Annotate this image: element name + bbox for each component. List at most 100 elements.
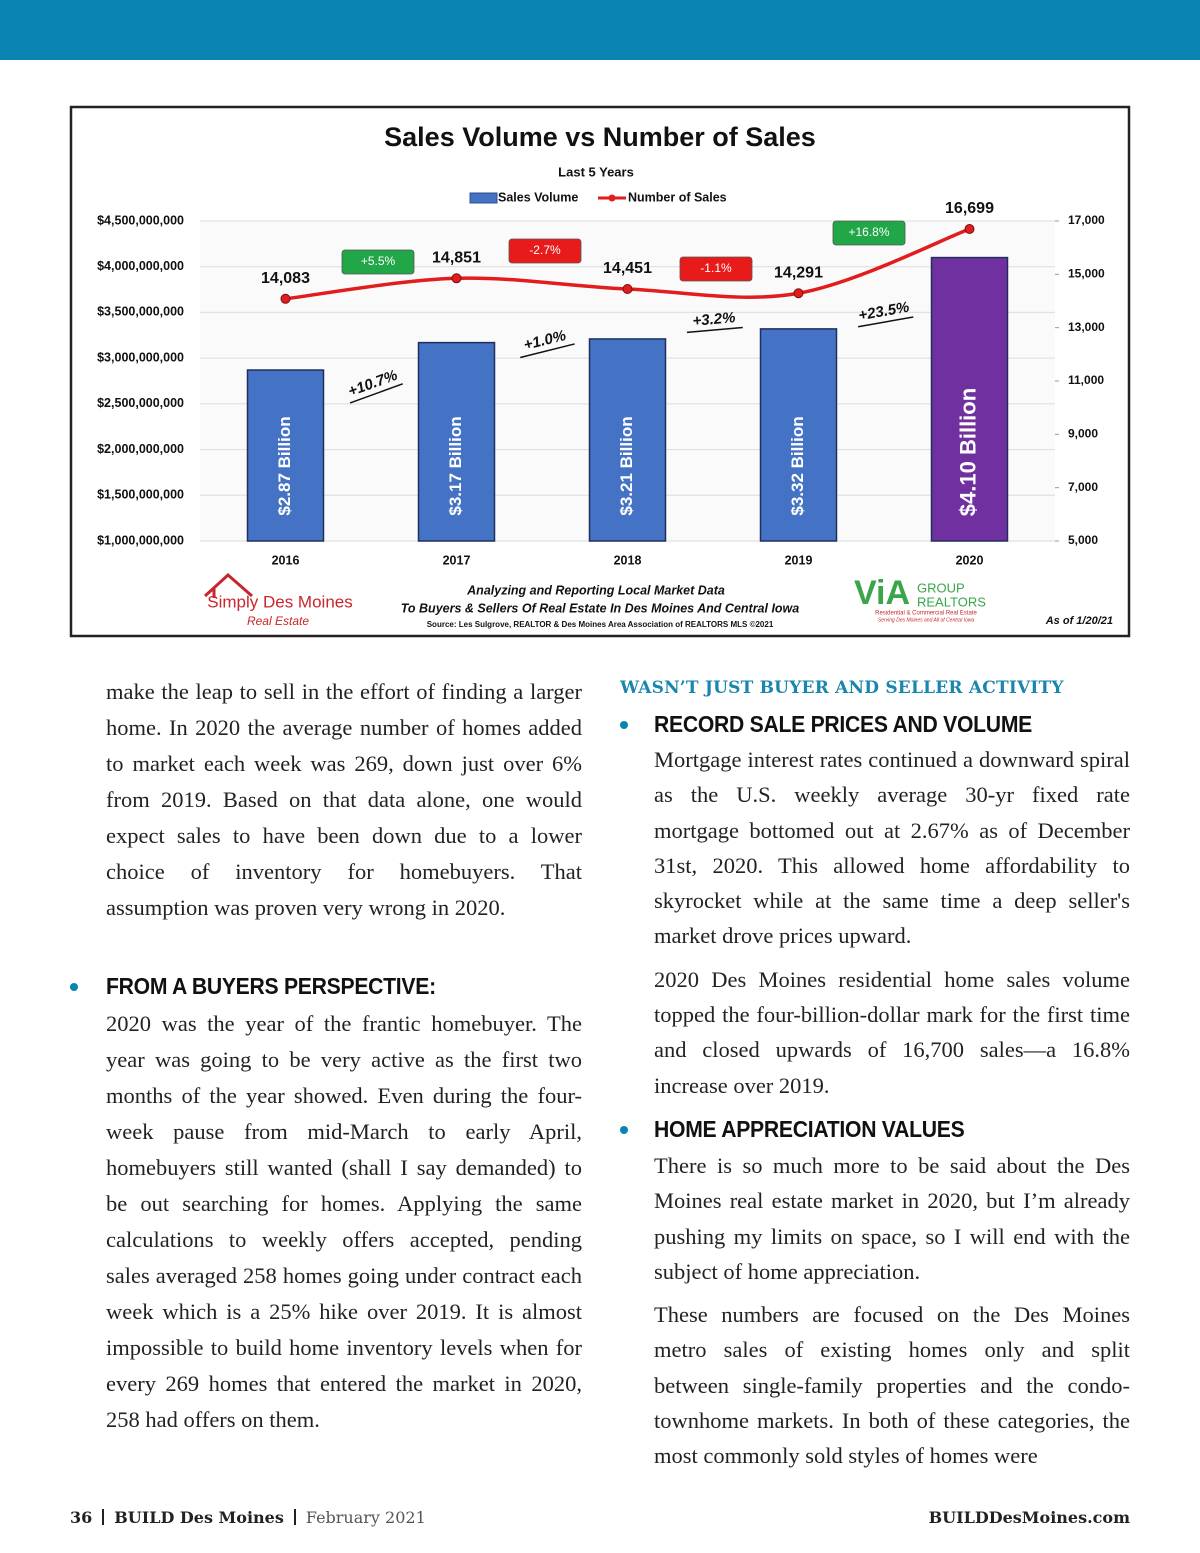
annotation-box bbox=[341, 249, 415, 275]
bar-value-label: $3.21 Billion bbox=[617, 416, 636, 515]
logo-left-name: Simply Des Moines bbox=[207, 592, 353, 611]
chart-footer: Simply Des Moines Real Estate Analyzing … bbox=[203, 572, 1113, 629]
logo-right-line1: Residential & Commercial Real Estate bbox=[875, 611, 977, 617]
bar-value-label: $4.10 Billion bbox=[955, 388, 980, 516]
y-tick-label: $4,500,000,000 bbox=[97, 213, 184, 227]
legend-label: Number of Sales bbox=[628, 190, 727, 204]
annotation: +5.5% bbox=[361, 254, 396, 268]
legend-swatch bbox=[469, 192, 498, 204]
annotation: -1.1% bbox=[700, 261, 732, 275]
annotation: +3.2% bbox=[692, 309, 736, 330]
annotation-underline bbox=[858, 316, 914, 328]
line-value-label: 14,851 bbox=[432, 250, 481, 267]
house-icon bbox=[203, 572, 253, 598]
line-marker bbox=[451, 273, 462, 284]
logo-left-sub: Real Estate bbox=[247, 614, 309, 628]
paragraph: 2020 was the year of the frantic homebuy… bbox=[106, 1011, 582, 1432]
bar-value-label: $2.87 Billion bbox=[275, 416, 294, 515]
section-heading: HOME APPRECIATION VALUES bbox=[654, 1116, 965, 1142]
line-value-label: 16,699 bbox=[945, 200, 994, 217]
line-value-label: 14,291 bbox=[774, 264, 823, 281]
x-tick-label: 2019 bbox=[785, 553, 813, 567]
x-tick-label: 2017 bbox=[443, 553, 471, 567]
separator bbox=[102, 1509, 105, 1525]
chart-source: Source: Les Sulgrove, REALTOR & Des Moin… bbox=[427, 620, 774, 629]
line-value-label: 14,451 bbox=[603, 260, 652, 277]
logo-right-realtors: REALTORS bbox=[917, 594, 986, 609]
y-tick-label: $1,000,000,000 bbox=[97, 533, 184, 547]
y2-tick-label: 15,000 bbox=[1068, 267, 1105, 281]
footer-left: 36 BUILD Des Moines February 2021 bbox=[70, 1508, 426, 1527]
x-tick-label: 2020 bbox=[956, 553, 984, 567]
annotation-box bbox=[832, 220, 906, 246]
annotation-group: +3.2% bbox=[686, 309, 743, 334]
line-marker bbox=[964, 224, 975, 235]
section-heading: FROM A BUYERS PERSPECTIVE: bbox=[106, 973, 436, 999]
bar bbox=[417, 341, 496, 542]
chart: Sales Volume vs Number of Sales Last 5 Y… bbox=[69, 105, 1131, 638]
chart-subtitle: Last 5 Years bbox=[558, 164, 634, 179]
y2-tick-label: 9,000 bbox=[1068, 427, 1098, 441]
separator bbox=[293, 1509, 296, 1525]
right-column: There is so much more to be said about t… bbox=[654, 1148, 1130, 1474]
header-band bbox=[0, 0, 1200, 60]
issue: February 2021 bbox=[305, 1508, 426, 1527]
line-marker bbox=[793, 288, 804, 299]
bullet bbox=[70, 983, 78, 991]
left-column: 2020 was the year of the frantic homebuy… bbox=[106, 1006, 582, 1438]
paragraph: There is so much more to be said about t… bbox=[654, 1153, 1130, 1284]
y2-tick-label: 5,000 bbox=[1068, 533, 1098, 547]
annotation-underline bbox=[686, 326, 743, 334]
annotation: +16.8% bbox=[848, 225, 889, 239]
line-value-label: 14,083 bbox=[261, 270, 310, 287]
y-tick-label: $1,500,000,000 bbox=[97, 488, 184, 502]
logo-right-line2: Serving Des Moines and All of Central Io… bbox=[878, 617, 974, 623]
annotation-box bbox=[679, 256, 753, 282]
logo-right-group: GROUP bbox=[917, 580, 965, 595]
y-tick-label: $2,500,000,000 bbox=[97, 396, 184, 410]
annotation: -2.7% bbox=[529, 243, 561, 257]
chart-audience: To Buyers & Sellers Of Real Estate In De… bbox=[401, 601, 800, 615]
y2-tick-label: 17,000 bbox=[1068, 213, 1105, 227]
annotation-underline bbox=[349, 383, 403, 404]
left-column: make the leap to sell in the effort of f… bbox=[106, 674, 582, 926]
bar bbox=[759, 328, 838, 542]
footer-site: BUILDDesMoines.com bbox=[928, 1508, 1130, 1527]
x-tick-label: 2016 bbox=[272, 553, 300, 567]
y-tick-label: $4,000,000,000 bbox=[97, 259, 184, 273]
x-tick-label: 2018 bbox=[614, 553, 642, 567]
paragraph: 2020 Des Moines residential home sales v… bbox=[654, 966, 1130, 1098]
bar bbox=[588, 338, 667, 542]
annotation-underline bbox=[520, 343, 575, 359]
y2-tick-label: 7,000 bbox=[1068, 480, 1098, 494]
y-tick-label: $3,500,000,000 bbox=[97, 305, 184, 319]
bar-value-label: $3.32 Billion bbox=[788, 416, 807, 515]
page-number: 36 bbox=[70, 1508, 93, 1527]
bullet bbox=[620, 1126, 628, 1134]
bar-value-label: $3.17 Billion bbox=[446, 416, 465, 515]
publication: BUILD Des Moines bbox=[114, 1508, 284, 1527]
y-tick-label: $2,000,000,000 bbox=[97, 442, 184, 456]
legend-marker bbox=[608, 194, 616, 202]
logo-right-mark: ViA bbox=[854, 574, 910, 612]
annotation-box bbox=[508, 238, 582, 264]
chart-as-of: As of 1/20/21 bbox=[1045, 615, 1113, 627]
line-marker bbox=[280, 293, 291, 304]
y2-tick-label: 13,000 bbox=[1068, 320, 1105, 334]
paragraph: These numbers are focused on the Des Moi… bbox=[654, 1302, 1130, 1469]
bar bbox=[930, 256, 1009, 542]
kicker: WASN’T JUST BUYER AND SELLER ACTIVITY bbox=[620, 678, 1064, 698]
right-column: Mortgage interest rates continued a down… bbox=[654, 742, 1130, 1103]
paragraph: Mortgage interest rates continued a down… bbox=[654, 747, 1130, 949]
chart-tagline: Analyzing and Reporting Local Market Dat… bbox=[466, 583, 725, 597]
bar bbox=[246, 369, 325, 542]
section-heading: RECORD SALE PRICES AND VOLUME bbox=[654, 711, 1033, 737]
legend-label: Sales Volume bbox=[498, 190, 578, 204]
bullet bbox=[620, 721, 628, 729]
paragraph: make the leap to sell in the effort of f… bbox=[106, 679, 582, 920]
y2-tick-label: 11,000 bbox=[1068, 373, 1104, 387]
chart-title: Sales Volume vs Number of Sales bbox=[384, 122, 816, 152]
y-tick-label: $3,000,000,000 bbox=[97, 350, 184, 364]
line-marker bbox=[622, 283, 633, 294]
